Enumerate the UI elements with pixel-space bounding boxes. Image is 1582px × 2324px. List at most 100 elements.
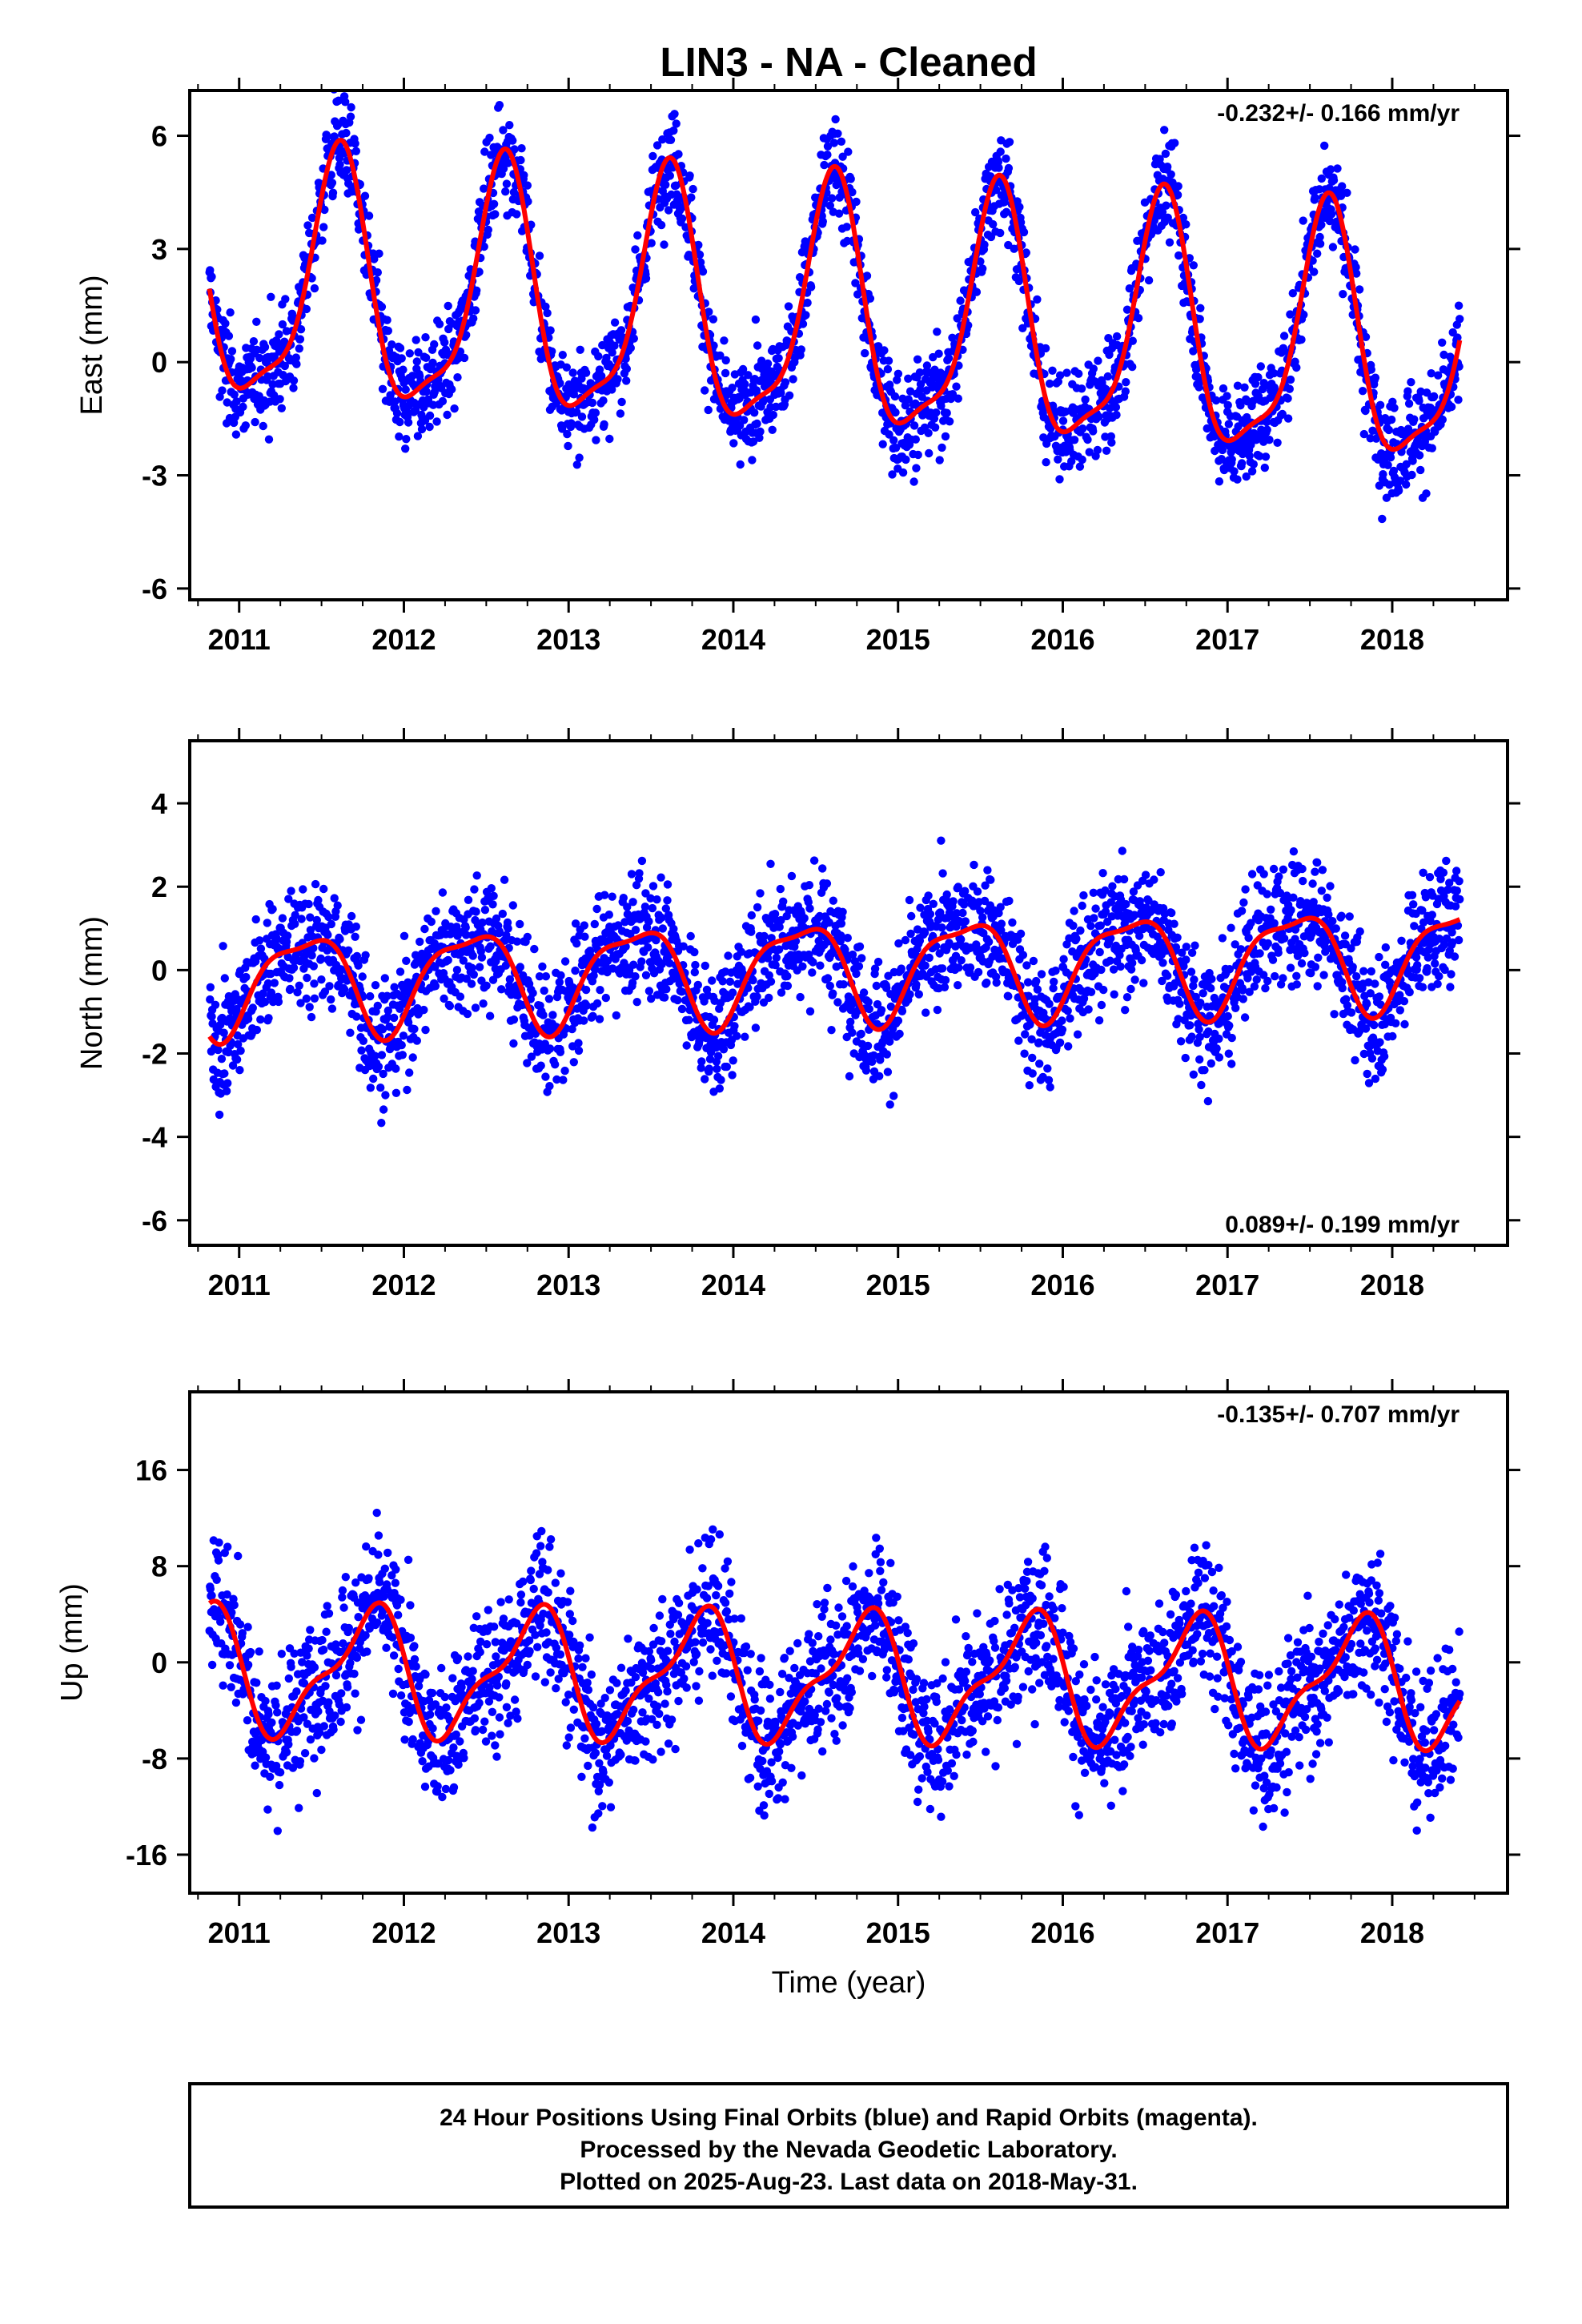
north-data-point (1020, 1049, 1029, 1058)
east-data-point (873, 342, 883, 351)
north-data-point (307, 1012, 316, 1022)
north-data-point (766, 859, 775, 869)
north-data-point (297, 915, 306, 923)
east-data-point (608, 385, 616, 394)
north-data-point (685, 1015, 693, 1024)
north-data-point (713, 1064, 721, 1074)
north-data-point (976, 907, 985, 915)
east-data-point (785, 391, 794, 400)
north-data-point (916, 903, 925, 912)
north-data-point (632, 998, 641, 1007)
east-data-point (564, 441, 572, 451)
north-data-point (399, 1031, 408, 1040)
east-data-point (1134, 314, 1143, 323)
east-data-point (351, 147, 360, 155)
north-data-point (296, 999, 305, 1007)
east-data-point (597, 372, 606, 380)
north-data-point (954, 981, 962, 990)
east-data-point (1407, 378, 1415, 387)
north-data-point (1050, 977, 1058, 987)
north-data-point (232, 1055, 242, 1064)
north-data-point (285, 974, 294, 983)
east-data-point (1077, 384, 1086, 393)
north-data-point (997, 919, 1006, 928)
north-data-point (894, 939, 903, 948)
north-data-point (970, 860, 978, 870)
north-data-point (751, 1023, 761, 1032)
north-data-point (354, 961, 363, 970)
east-data-point (842, 223, 851, 231)
east-data-point (505, 121, 514, 130)
east-data-point (942, 408, 951, 417)
east-data-point (932, 408, 941, 417)
north-data-point (541, 1072, 550, 1081)
east-data-point (568, 368, 577, 377)
east-data-point (1062, 368, 1071, 377)
north-data-point (327, 919, 335, 929)
east-data-point (1160, 126, 1169, 135)
north-data-point (528, 988, 537, 998)
east-data-point (1427, 444, 1437, 452)
east-data-point (613, 375, 622, 384)
east-data-point (251, 417, 259, 427)
north-data-point (1338, 978, 1347, 987)
north-data-point (398, 1051, 407, 1059)
north-data-point (516, 919, 524, 929)
north-data-point (1158, 976, 1166, 986)
north-data-point (679, 942, 688, 951)
north-data-point (556, 1047, 565, 1057)
north-data-point (545, 1082, 554, 1091)
north-data-point (1247, 870, 1257, 879)
north-data-point (420, 924, 429, 934)
north-data-point (1059, 955, 1068, 963)
east-data-point (994, 163, 1003, 172)
east-data-point (861, 348, 869, 358)
north-data-point (1271, 971, 1279, 981)
north-data-point (376, 1084, 385, 1092)
east-data-point (751, 315, 761, 324)
east-data-point (1355, 285, 1364, 294)
east-data-point (740, 416, 749, 424)
east-data-point (846, 175, 855, 183)
north-data-point (730, 1022, 739, 1031)
north-data-point (462, 975, 471, 983)
east-model-line (207, 138, 1463, 452)
east-data-point (797, 345, 805, 354)
north-data-point (467, 979, 476, 988)
east-data-point (563, 429, 572, 439)
east-data-point (1273, 438, 1282, 447)
north-data-point (1098, 869, 1107, 878)
east-data-point (1005, 138, 1014, 147)
east-data-point (1358, 387, 1367, 396)
east-data-point (695, 250, 705, 259)
north-data-point (374, 1062, 383, 1072)
east-data-point (1454, 301, 1464, 310)
north-data-point (209, 1075, 218, 1084)
north-data-point (1319, 971, 1328, 979)
north-data-point (1046, 1083, 1054, 1092)
north-data-point (346, 1028, 355, 1037)
east-data-point (567, 419, 576, 428)
north-data-point (644, 987, 654, 995)
east-data-point (402, 435, 411, 444)
north-data-point (1218, 934, 1227, 943)
north-data-point (1063, 1007, 1072, 1015)
north-data-point (1276, 980, 1286, 989)
east-data-point (893, 369, 903, 378)
east-data-point (1122, 378, 1130, 387)
north-data-point (1252, 975, 1261, 984)
north-data-point (536, 1061, 545, 1070)
north-data-point (242, 972, 251, 982)
east-data-point (512, 210, 521, 219)
north-data-point (1267, 905, 1275, 915)
east-data-point (741, 380, 749, 388)
north-data-point (1241, 885, 1250, 894)
north-data-point (957, 935, 966, 944)
east-data-point (748, 456, 757, 464)
north-data-point (410, 1024, 419, 1034)
north-data-point (776, 884, 785, 894)
east-data-point (1089, 427, 1098, 436)
east-data-point (1327, 210, 1336, 219)
east-data-point (976, 257, 985, 266)
east-data-point (1351, 245, 1359, 254)
